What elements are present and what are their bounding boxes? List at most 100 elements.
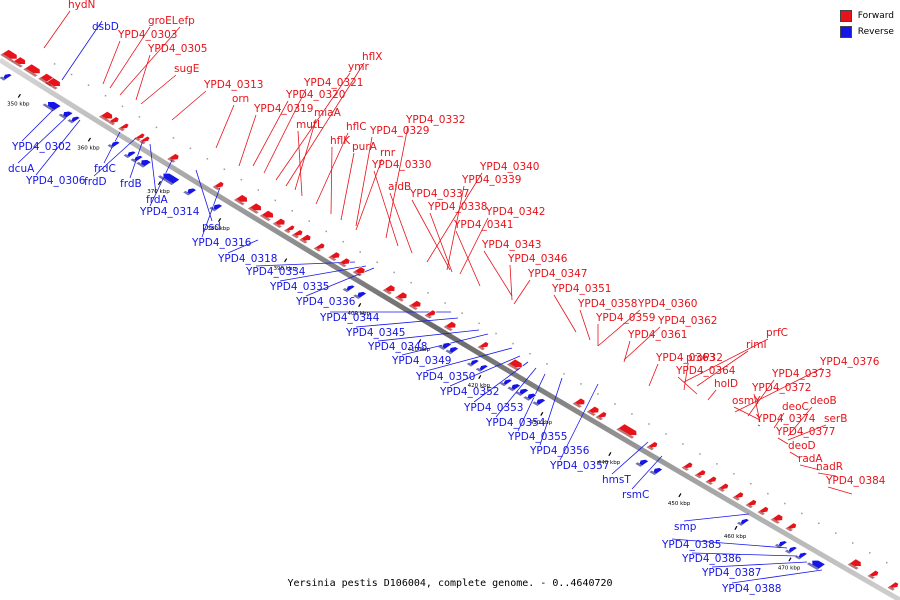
gene-label-YPD4_0344: YPD4_0344 xyxy=(319,312,380,324)
gene-forward-39 xyxy=(732,491,745,501)
grid-dot xyxy=(410,281,412,284)
grid-dot xyxy=(852,542,854,544)
gene-forward-24 xyxy=(394,291,408,302)
leader-YPD4_0374 xyxy=(757,424,761,427)
leader-YPD4_0340 xyxy=(426,172,483,263)
gene-reverse-28 xyxy=(806,560,826,570)
gene-label-YPD4_0321: YPD4_0321 xyxy=(303,77,363,89)
gene-label-orn: orn xyxy=(232,93,249,105)
leader-YPD4_0320 xyxy=(252,100,289,167)
gene-forward-42 xyxy=(770,513,784,524)
grid-dot xyxy=(767,492,769,495)
grid-dot xyxy=(240,178,243,181)
gene-forward-12 xyxy=(233,194,248,206)
gene-label-deoB: deoB xyxy=(810,395,837,407)
gene-label-YPD4_0352: YPD4_0352 xyxy=(439,386,499,398)
leader-YPD4_0384 xyxy=(827,486,853,495)
gene-label-YPD4_0373: YPD4_0373 xyxy=(771,368,831,380)
scale-tick-4 xyxy=(284,258,288,263)
gene-forward-11 xyxy=(212,181,225,191)
gene-label-rsmC: rsmC xyxy=(622,489,649,501)
leader-YPD4_0335 xyxy=(279,265,367,282)
gene-reverse-5 xyxy=(123,150,137,159)
gene-label-YPD4_0387: YPD4_0387 xyxy=(701,567,761,579)
gene-label-hflK: hflK xyxy=(330,135,351,147)
leader-ymr xyxy=(275,72,351,181)
gene-forward-8 xyxy=(134,132,146,142)
gene-label-frdB: frdB xyxy=(120,178,142,190)
gene-reverse-21 xyxy=(532,398,547,407)
gene-label-YPD4_0305: YPD4_0305 xyxy=(147,43,207,55)
leader-smp xyxy=(683,513,750,522)
gene-reverse-6 xyxy=(130,155,144,163)
gene-label-deoD: deoD xyxy=(788,440,816,452)
gene-forward-25 xyxy=(408,300,422,311)
grid-dot xyxy=(325,230,327,233)
gene-label-YPD4_0350: YPD4_0350 xyxy=(415,371,475,383)
grid-dot xyxy=(342,240,344,243)
grid-dot xyxy=(580,383,582,385)
leader-YPD4_0361 xyxy=(623,340,631,363)
gene-forward-28 xyxy=(477,341,490,351)
gene-forward-5 xyxy=(98,111,113,123)
scale-tick-12 xyxy=(788,557,792,562)
leader-serB xyxy=(787,424,827,441)
grid-dot xyxy=(835,532,837,534)
leader-YPD4_0347 xyxy=(513,279,531,305)
gene-forward-23 xyxy=(382,284,396,295)
leader-purA xyxy=(340,152,355,221)
scale-tick-7 xyxy=(478,374,482,380)
gene-label-hflX: hflX xyxy=(362,51,382,63)
grid-dot xyxy=(427,292,429,294)
gene-label-YPD4_0349: YPD4_0349 xyxy=(391,355,451,367)
gene-label-proP32: proP32 xyxy=(686,352,723,364)
scale-tick-2 xyxy=(157,181,162,186)
gene-forward-16 xyxy=(284,224,296,234)
gene-label-YPD4_0336: YPD4_0336 xyxy=(295,296,356,308)
scale-tick-label-8: 430 kbp xyxy=(530,420,553,426)
gene-label-YPD4_0320: YPD4_0320 xyxy=(285,89,345,101)
grid-dot xyxy=(631,413,633,415)
leader-YPD4_0302 xyxy=(21,104,59,142)
gene-label-YPD4_0348: YPD4_0348 xyxy=(367,341,427,353)
grid-dot xyxy=(257,189,260,191)
legend-label-reverse: Reverse xyxy=(857,27,894,37)
gene-label-YPD4_0361: YPD4_0361 xyxy=(627,329,687,341)
scale-tick-3 xyxy=(218,217,222,222)
gene-label-psd: psd xyxy=(202,221,221,233)
grid-dot xyxy=(818,522,820,525)
gene-label-hmsT: hmsT xyxy=(602,474,631,486)
leader-YPD4_0388 xyxy=(731,569,823,584)
leader-YPD4_0360 xyxy=(597,309,641,347)
gene-label-frdC: frdC xyxy=(94,163,116,175)
scale-ticks: 350 kbp 360 kbp 370 kbp 380 kbp 390 kbp 400 k… xyxy=(7,63,888,571)
grid-dot xyxy=(597,393,599,395)
gene-reverse-26 xyxy=(784,546,798,554)
leader-psd xyxy=(195,169,213,222)
grid-dot xyxy=(682,443,684,445)
gene-label-frdA: frdA xyxy=(146,194,168,206)
grid-dot xyxy=(138,116,141,118)
gene-label-YPD4_0362: YPD4_0362 xyxy=(657,315,717,327)
gene-forward-9 xyxy=(139,135,151,145)
grid-dot xyxy=(733,473,735,475)
gene-forward-36 xyxy=(694,469,707,479)
leader-YPD4_0348 xyxy=(377,329,480,342)
leader-hflK xyxy=(330,146,333,215)
gene-reverse-27 xyxy=(794,552,808,560)
gene-label-mutL: mutL xyxy=(296,119,323,131)
grid-dot xyxy=(546,363,548,365)
gene-forward-19 xyxy=(313,242,326,252)
gene-reverse-0 xyxy=(0,73,13,81)
gene-reverse-18 xyxy=(507,383,522,392)
gene-reverse-4 xyxy=(107,140,121,149)
gene-forward-34 xyxy=(646,441,659,451)
gene-label-purA: purA xyxy=(352,141,378,153)
gene-forward-38 xyxy=(717,482,730,492)
gene-reverse-15 xyxy=(466,359,480,367)
grid-dot xyxy=(53,63,56,65)
grid-dot xyxy=(529,352,531,355)
gene-forward-44 xyxy=(847,558,862,570)
grid-dot xyxy=(801,512,803,515)
grid-dot xyxy=(478,322,480,325)
